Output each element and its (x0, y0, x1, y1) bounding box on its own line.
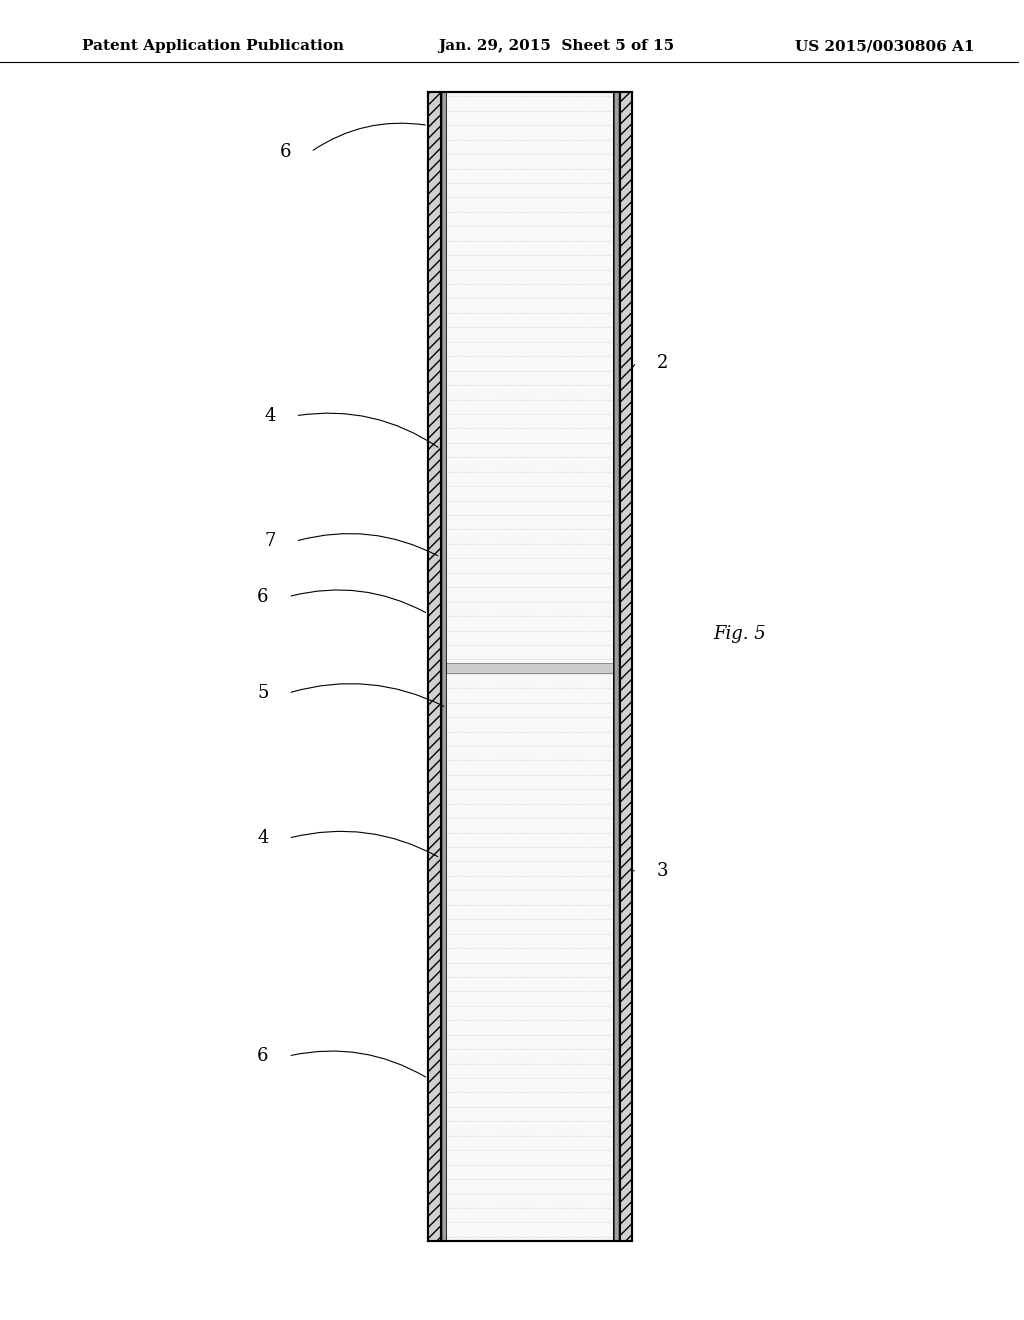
Bar (428, 92, 632, 1241)
Bar (613, 92, 620, 1241)
Bar (440, 92, 446, 1241)
Text: 6: 6 (257, 587, 268, 606)
Text: 6: 6 (257, 1047, 268, 1065)
Text: 7: 7 (264, 532, 275, 550)
Bar (620, 92, 632, 1241)
Text: 4: 4 (264, 407, 275, 425)
Bar (428, 92, 440, 1241)
Text: Patent Application Publication: Patent Application Publication (82, 40, 343, 53)
Text: 4: 4 (257, 829, 268, 847)
Text: 2: 2 (656, 354, 668, 372)
Text: 5: 5 (257, 684, 268, 702)
Text: 6: 6 (280, 143, 291, 161)
Text: 3: 3 (656, 862, 668, 880)
Text: US 2015/0030806 A1: US 2015/0030806 A1 (795, 40, 975, 53)
Text: Jan. 29, 2015  Sheet 5 of 15: Jan. 29, 2015 Sheet 5 of 15 (438, 40, 675, 53)
Bar (446, 663, 613, 673)
Text: Fig. 5: Fig. 5 (714, 624, 766, 643)
